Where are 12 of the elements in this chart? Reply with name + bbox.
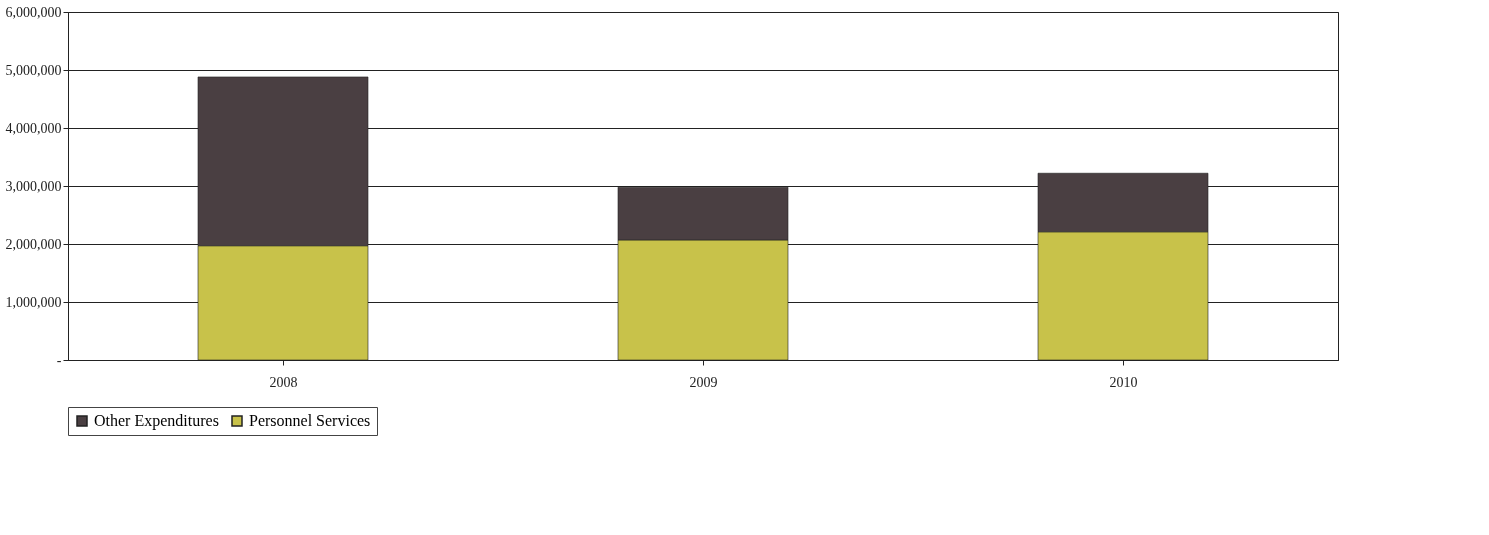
y-tick-label: - bbox=[56, 352, 62, 368]
y-tick-label: 1,000,000 bbox=[5, 294, 62, 310]
y-tick-label: 4,000,000 bbox=[5, 120, 62, 136]
y-tick-label: 6,000,000 bbox=[5, 4, 62, 20]
y-tick-label: 3,000,000 bbox=[5, 178, 62, 194]
x-tick-label: 2010 bbox=[1109, 374, 1138, 390]
x-tick-label: 2009 bbox=[689, 374, 718, 390]
legend-label: Other Expenditures bbox=[94, 412, 219, 430]
y-tick-label: 5,000,000 bbox=[5, 62, 62, 78]
x-tick-label: 2008 bbox=[269, 374, 298, 390]
legend-label: Personnel Services bbox=[249, 412, 371, 429]
y-tick-label: 2,000,000 bbox=[5, 236, 62, 252]
